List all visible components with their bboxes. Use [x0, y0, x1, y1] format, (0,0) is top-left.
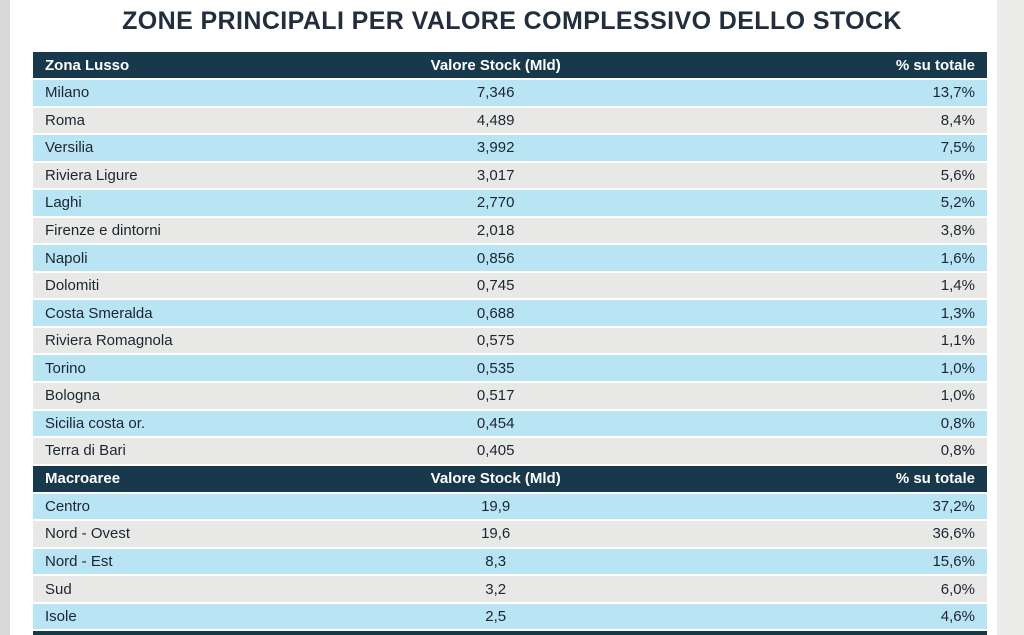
stock-value-cell: 0,745	[476, 277, 515, 295]
percent-total-cell: 1,6%	[940, 249, 975, 267]
percent-total-cell: 0,8%	[940, 442, 975, 460]
percent-total-cell: 5,6%	[940, 166, 975, 184]
stock-value-cell: 2,770	[476, 194, 515, 212]
stock-value-cell: 0,405	[476, 442, 515, 460]
zone-name-cell: Centro	[45, 497, 91, 515]
stock-value-cell: 3,017	[476, 166, 515, 184]
zone-name-cell: Dolomiti	[45, 277, 100, 295]
stock-value-cell: 4,489	[476, 111, 515, 129]
table-row: Riviera Ligure 3,017 5,6%	[33, 162, 987, 191]
table-row: Roma 4,489 8,4%	[33, 107, 987, 136]
table-row: Centro 19,9 37,2%	[33, 493, 987, 522]
table-row: Terra di Bari 0,405 0,8%	[33, 438, 987, 466]
zone-name-cell: Nord - Ovest	[45, 525, 131, 543]
table-section-header-row: Macroaree Valore Stock (Mld) % su totale	[33, 465, 987, 494]
table-section-header-row: Zona Lusso Valore Stock (Mld) % su totale	[33, 52, 987, 80]
zone-name-cell: Napoli	[45, 249, 88, 267]
table-row: Versilia 3,992 7,5%	[33, 135, 987, 163]
table-row: Bologna 0,517 1,0%	[33, 383, 987, 411]
zone-name-cell: Bologna	[45, 387, 101, 405]
table-row: Firenze e dintorni 2,018 3,8%	[33, 217, 987, 246]
zone-name-cell: Sicilia costa or.	[45, 414, 146, 432]
page-title: ZONE PRINCIPALI PER VALORE COMPLESSIVO D…	[122, 7, 902, 35]
table-bottom-bar	[33, 631, 987, 635]
table-row: Riviera Romagnola 0,575 1,1%	[33, 327, 987, 356]
table-row: Isole 2,5 4,6%	[33, 603, 987, 632]
stock-value-cell: 19,6	[481, 525, 511, 543]
table-row: Laghi 2,770 5,2%	[33, 190, 987, 218]
table-row: Sicilia costa or. 0,454 0,8%	[33, 410, 987, 439]
zone-name-cell: Laghi	[45, 194, 82, 212]
percent-total-cell: 5,2%	[940, 194, 975, 212]
table-row: Dolomiti 0,745 1,4%	[33, 272, 987, 301]
zone-name-cell: Sud	[45, 580, 72, 598]
stock-value-cell: 8,3	[485, 553, 507, 571]
zone-name-cell: Firenze e dintorni	[45, 222, 161, 239]
zone-name-cell: Riviera Ligure	[45, 166, 138, 184]
zone-name-cell: Costa Smeralda	[45, 304, 153, 322]
column-header-percent: % su totale	[895, 56, 975, 74]
percent-total-cell: 15,6%	[932, 553, 975, 571]
column-header-percent: % su totale	[895, 470, 975, 488]
zone-name-cell: Torino	[45, 359, 86, 377]
column-header-zone: Macroaree	[45, 470, 121, 488]
stock-value-table: Zona Lusso Valore Stock (Mld)% su totale M…	[33, 52, 987, 635]
zone-name-cell: Milano	[45, 84, 90, 102]
zone-name-cell: Versilia	[45, 139, 94, 157]
stock-value-cell: 0,856	[476, 249, 515, 267]
stock-value-cell: 0,575	[476, 332, 515, 350]
column-header-zone: Zona Lusso	[45, 56, 130, 74]
percent-total-cell: 37,2%	[932, 497, 975, 515]
percent-total-cell: 1,4%	[940, 277, 975, 295]
zone-name-cell: Terra di Bari	[45, 442, 126, 460]
percent-total-cell: 3,8%	[940, 222, 975, 239]
stock-value-cell: 3,2	[485, 580, 507, 598]
percent-total-cell: 0,8%	[940, 414, 975, 432]
percent-total-cell: 36,6%	[932, 525, 975, 543]
stock-value-cell: 2,018	[476, 222, 515, 239]
table-row: Torino 0,535 1,0%	[33, 355, 987, 384]
table-row: Milano 7,346 13,7%	[33, 80, 987, 108]
stock-value-cell: 7,346	[476, 84, 515, 102]
column-header-value: Valore Stock (Mld)	[430, 470, 561, 488]
stock-value-cell: 0,535	[476, 359, 515, 377]
column-header-value: Valore Stock (Mld)	[430, 56, 561, 74]
table-row: Nord - Ovest 19,6 36,6%	[33, 521, 987, 549]
percent-total-cell: 1,3%	[940, 304, 975, 322]
page-edge-left	[0, 0, 10, 635]
zone-name-cell: Riviera Romagnola	[45, 332, 173, 350]
stock-value-cell: 2,5	[485, 608, 507, 626]
page-edge-right	[997, 0, 1024, 635]
stock-value-cell: 0,454	[476, 414, 515, 432]
table-row: Costa Smeralda 0,688 1,3%	[33, 300, 987, 328]
table-row: Nord - Est 8,3 15,6%	[33, 548, 987, 577]
percent-total-cell: 8,4%	[940, 111, 975, 129]
percent-total-cell: 13,7%	[932, 84, 975, 102]
table-row: Sud 3,2 6,0%	[33, 576, 987, 604]
percent-total-cell: 7,5%	[940, 139, 975, 157]
stock-value-cell: 0,688	[476, 304, 515, 322]
zone-name-cell: Isole	[45, 608, 77, 626]
percent-total-cell: 1,1%	[940, 332, 975, 350]
stock-value-cell: 0,517	[476, 387, 515, 405]
percent-total-cell: 6,0%	[940, 580, 975, 598]
percent-total-cell: 1,0%	[940, 359, 975, 377]
stock-value-cell: 19,9	[481, 497, 511, 515]
zone-name-cell: Nord - Est	[45, 553, 113, 571]
stock-value-cell: 3,992	[476, 139, 515, 157]
percent-total-cell: 1,0%	[940, 387, 975, 405]
table-row: Napoli 0,856 1,6%	[33, 245, 987, 273]
zone-name-cell: Roma	[45, 111, 86, 129]
percent-total-cell: 4,6%	[940, 608, 975, 626]
